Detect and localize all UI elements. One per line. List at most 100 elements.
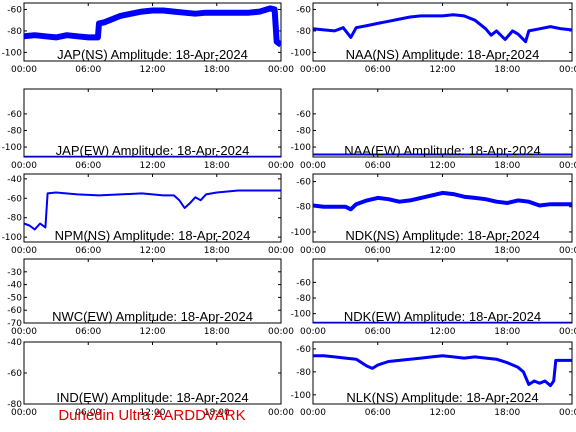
- y-tick-label: -100: [2, 48, 23, 58]
- x-tick-label: 00:00: [11, 161, 37, 171]
- y-tick-label: -40: [7, 175, 22, 185]
- y-tick-label: -100: [291, 143, 312, 153]
- x-tick-label: 00:00: [268, 327, 294, 337]
- y-tick-label: -60: [7, 306, 22, 316]
- x-tick-label: 12:00: [430, 408, 456, 418]
- x-tick-label: 18:00: [494, 65, 520, 75]
- x-tick-label: 18:00: [494, 327, 520, 337]
- y-tick-label: -80: [296, 368, 311, 378]
- x-tick-label: 12:00: [140, 161, 166, 171]
- x-tick-label: 12:00: [430, 65, 456, 75]
- y-tick-label: -100: [2, 233, 23, 243]
- y-tick-label: -80: [7, 214, 22, 224]
- chart-panel-7: 00:00 06:00 12:00 18:00 00:00 -30 -40 -50 -60 -70…: [7, 258, 294, 337]
- y-tick-label: -60: [296, 178, 311, 188]
- x-tick-label: 12:00: [430, 246, 456, 256]
- chart-panel-1: 00:00 06:00 12:00 18:00 00:00 -60 -80 -100 JAP(N…: [2, 2, 294, 75]
- chart-title: JAP(EW) Amplitude: 18-Apr-2024: [56, 143, 250, 158]
- x-tick-label: 18:00: [494, 161, 520, 171]
- y-tick-label: -100: [291, 48, 312, 58]
- y-tick-label: -80: [7, 126, 22, 136]
- chart-panel-4: 00:00 06:00 12:00 18:00 00:00 -60 -80 -100 NAA(E…: [291, 88, 576, 171]
- x-tick-label: 18:00: [494, 408, 520, 418]
- chart-title: JAP(NS) Amplitude: 18-Apr-2024: [57, 47, 248, 62]
- chart-title: NAA(EW) Amplitude: 18-Apr-2024: [344, 143, 541, 158]
- plot-frame: [23, 173, 282, 243]
- series-line-1: [313, 354, 572, 388]
- y-tick-label: -80: [296, 126, 311, 136]
- series-line-1: [313, 13, 572, 44]
- y-tick-label: -100: [291, 228, 312, 238]
- x-tick-label: 00:00: [11, 408, 37, 418]
- y-tick-label: -80: [296, 27, 311, 37]
- y-tick-label: -60: [296, 278, 311, 288]
- y-tick-label: -100: [291, 391, 312, 401]
- y-tick-label: -50: [7, 293, 22, 303]
- y-tick-label: -30: [7, 268, 22, 278]
- y-tick-label: -60: [7, 369, 22, 379]
- x-tick-label: 06:00: [365, 327, 391, 337]
- x-tick-label: 12:00: [140, 327, 166, 337]
- x-tick-label: 00:00: [11, 246, 37, 256]
- x-tick-label: 00:00: [300, 408, 326, 418]
- y-tick-label: -60: [7, 194, 22, 204]
- x-tick-label: 00:00: [300, 327, 326, 337]
- y-tick-label: -80: [296, 294, 311, 304]
- x-tick-label: 00:00: [559, 408, 576, 418]
- chart-title: NDK(NS) Amplitude: 18-Apr-2024: [345, 228, 539, 243]
- x-tick-label: 12:00: [140, 408, 166, 418]
- x-tick-label: 18:00: [204, 246, 230, 256]
- x-tick-label: 18:00: [494, 246, 520, 256]
- chart-panel-10: 00:00 06:00 12:00 18:00 00:00 -60 -80 -100 NLK(N…: [291, 341, 576, 418]
- x-tick-label: 00:00: [300, 65, 326, 75]
- x-tick-label: 06:00: [75, 408, 101, 418]
- x-tick-label: 00:00: [268, 246, 294, 256]
- chart-title: NWC(EW) Amplitude: 18-Apr-2024: [52, 309, 253, 324]
- y-tick-label: -80: [296, 203, 311, 213]
- x-tick-label: 12:00: [140, 246, 166, 256]
- chart-panel-8: 00:00 06:00 12:00 18:00 00:00 -60 -80 -100 NDK(E…: [291, 258, 576, 337]
- x-tick-label: 00:00: [559, 65, 576, 75]
- x-tick-label: 06:00: [75, 246, 101, 256]
- y-tick-label: -60: [7, 5, 22, 15]
- chart-title: NDK(EW) Amplitude: 18-Apr-2024: [344, 309, 541, 324]
- y-tick-label: -60: [7, 110, 22, 120]
- chart-panel-9: 00:00 06:00 12:00 18:00 00:00 -40 -60 -80 IND(EW…: [7, 338, 294, 418]
- x-tick-label: 00:00: [268, 65, 294, 75]
- x-tick-label: 06:00: [365, 408, 391, 418]
- chart-title: NLK(NS) Amplitude: 18-Apr-2024: [346, 390, 538, 405]
- series-line-1: [24, 189, 281, 231]
- x-tick-label: 00:00: [559, 327, 576, 337]
- series-line-1: [24, 5, 281, 48]
- x-tick-label: 06:00: [75, 65, 101, 75]
- x-tick-label: 06:00: [365, 161, 391, 171]
- x-tick-label: 06:00: [75, 327, 101, 337]
- y-tick-label: -60: [296, 345, 311, 355]
- x-tick-label: 18:00: [204, 327, 230, 337]
- x-tick-label: 00:00: [559, 246, 576, 256]
- footer-label: Dunedin Ultra AARDDVARK: [58, 407, 246, 424]
- chart-panel-5: 00:00 06:00 12:00 18:00 00:00 -40 -60 -80 -100 NP…: [2, 173, 294, 256]
- chart-panel-2: 00:00 06:00 12:00 18:00 00:00 -60 -80 -100 NAA(N…: [291, 2, 576, 75]
- x-tick-label: 00:00: [268, 161, 294, 171]
- y-tick-label: -80: [7, 400, 22, 410]
- chart-title: IND(EW) Amplitude: 18-Apr-2024: [56, 390, 248, 405]
- x-tick-label: 00:00: [268, 408, 294, 418]
- chart-title: NAA(NS) Amplitude: 18-Apr-2024: [346, 47, 540, 62]
- x-tick-label: 00:00: [11, 65, 37, 75]
- y-tick-label: -80: [7, 27, 22, 37]
- x-tick-label: 06:00: [365, 65, 391, 75]
- y-tick-label: -70: [7, 319, 22, 329]
- x-tick-label: 00:00: [11, 327, 37, 337]
- x-tick-label: 18:00: [204, 161, 230, 171]
- plot-frame: [23, 341, 282, 405]
- y-tick-label: -100: [2, 143, 23, 153]
- plot-frame: [312, 173, 573, 243]
- x-tick-label: 12:00: [140, 65, 166, 75]
- x-tick-label: 12:00: [430, 161, 456, 171]
- y-tick-label: -100: [291, 310, 312, 320]
- x-tick-label: 12:00: [430, 327, 456, 337]
- x-tick-label: 06:00: [365, 246, 391, 256]
- y-tick-label: -40: [7, 338, 22, 348]
